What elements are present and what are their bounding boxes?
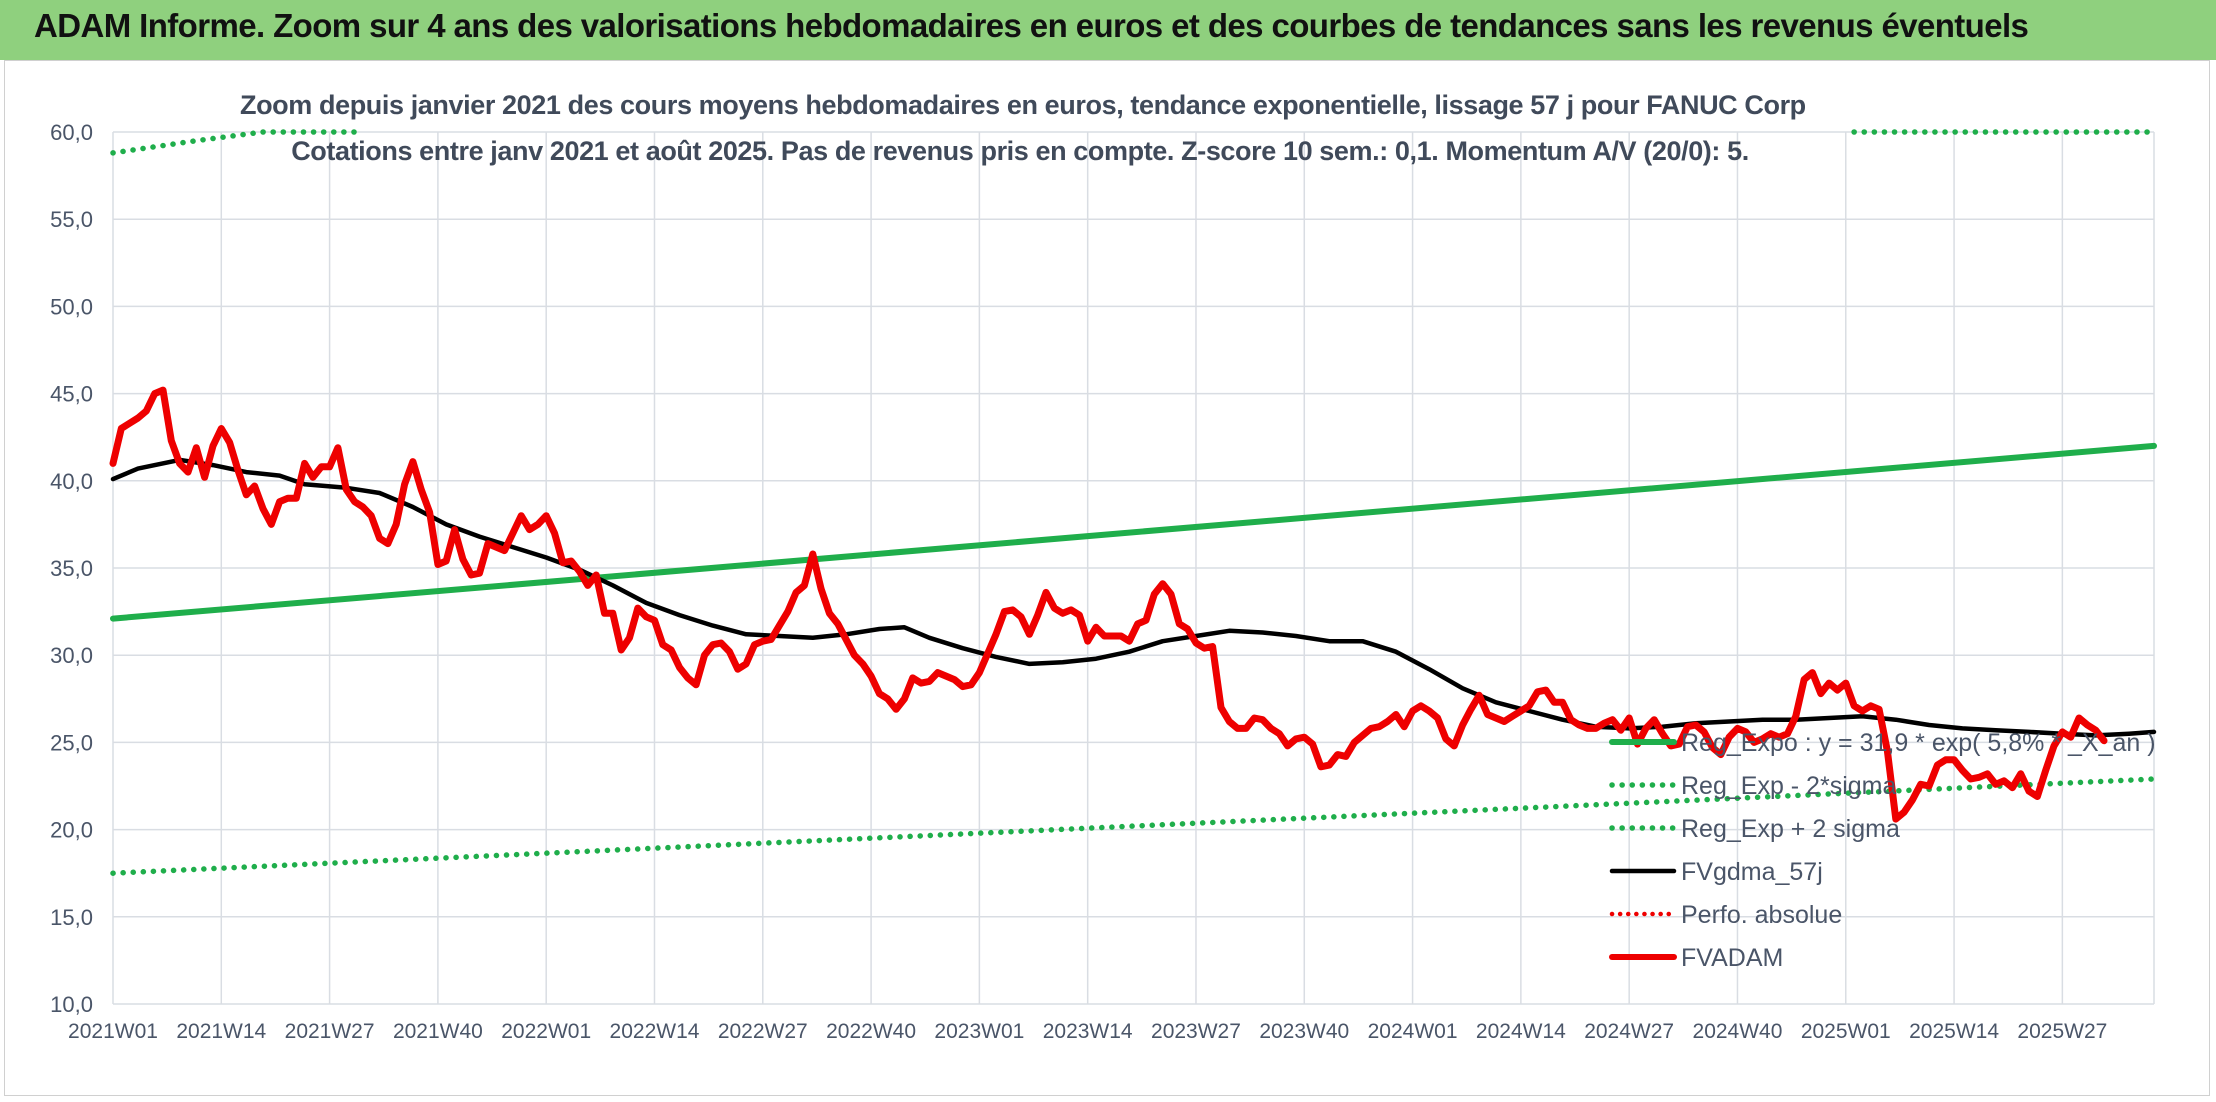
x-tick-label: 2023W40 [1259, 1020, 1349, 1043]
series-line-5 [109, 386, 2108, 823]
legend: Reg_Expo : y = 31,9 * exp( 5,8% * _X_an … [1609, 729, 2156, 972]
x-tick-label: 2022W01 [501, 1020, 591, 1043]
x-tick-label: 2023W27 [1151, 1020, 1241, 1043]
x-tick-label: 2025W14 [1909, 1020, 1999, 1043]
y-tick-label: 30,0 [50, 643, 93, 668]
legend-label: Perfo. absolue [1681, 901, 1842, 929]
legend-label: FVADAM [1681, 944, 1783, 972]
x-tick-label: 2023W14 [1043, 1020, 1133, 1043]
chart-subtitle: Cotations entre janv 2021 et août 2025. … [291, 136, 1749, 166]
x-axis: 2021W01 2021W14 2021W27 2021W40 2022W01 2022W… [68, 1020, 2107, 1043]
x-tick-label: 2025W01 [1801, 1020, 1891, 1043]
x-tick-label: 2022W14 [610, 1020, 700, 1043]
legend-label: Reg_Expo : y = 31,9 * exp( 5,8% * _X_an … [1681, 729, 2156, 757]
plot-area [109, 129, 2157, 876]
x-tick-label: 2021W27 [285, 1020, 375, 1043]
x-tick-label: 2024W14 [1476, 1020, 1566, 1043]
x-tick-label: 2021W01 [68, 1020, 158, 1043]
legend-label: Reg_Exp + 2 sigma [1681, 815, 1900, 843]
y-tick-label: 55,0 [50, 207, 93, 232]
legend-label: FVgdma_57j [1681, 858, 1823, 886]
y-tick-label: 20,0 [50, 818, 93, 843]
x-tick-label: 2024W27 [1584, 1020, 1674, 1043]
y-axis: 10,0 15,0 20,0 25,0 30,0 35,0 40,0 45,0 50,0 55,0… [50, 120, 93, 1017]
title-banner: ADAM Informe. Zoom sur 4 ans des valoris… [0, 0, 2216, 60]
y-tick-label: 25,0 [50, 730, 93, 755]
page-title: ADAM Informe. Zoom sur 4 ans des valoris… [34, 7, 2029, 44]
y-tick-label: 10,0 [50, 992, 93, 1017]
x-tick-label: 2022W40 [826, 1020, 916, 1043]
x-tick-label: 2024W40 [1693, 1020, 1783, 1043]
y-tick-label: 35,0 [50, 556, 93, 581]
series-line-2 [110, 129, 366, 156]
y-tick-label: 15,0 [50, 905, 93, 930]
chart-title: Zoom depuis janvier 2021 des cours moyen… [240, 90, 1806, 120]
legend-label: Reg_Exp - 2*sigma [1681, 772, 1896, 800]
grid-layer [112, 131, 2155, 1005]
x-tick-label: 2022W27 [718, 1020, 808, 1043]
y-tick-label: 45,0 [50, 382, 93, 407]
series-line-1 [110, 776, 2157, 876]
x-tick-label: 2025W27 [2017, 1020, 2107, 1043]
y-tick-label: 40,0 [50, 469, 93, 494]
x-tick-label: 2021W14 [176, 1020, 266, 1043]
x-tick-label: 2024W01 [1368, 1020, 1458, 1043]
chart-frame [4, 60, 2210, 1096]
y-tick-label: 60,0 [50, 120, 93, 145]
x-tick-label: 2021W40 [393, 1020, 483, 1043]
x-tick-label: 2023W01 [934, 1020, 1024, 1043]
y-tick-label: 50,0 [50, 294, 93, 319]
series-line-0 [110, 442, 2157, 622]
